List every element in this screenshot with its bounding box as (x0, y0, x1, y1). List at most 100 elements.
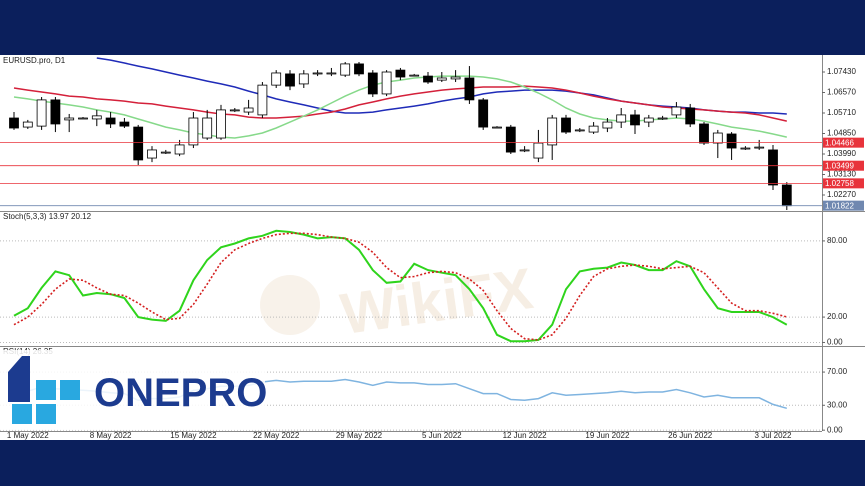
candle-body (188, 117, 199, 146)
x-tick-label: 29 May 2022 (336, 431, 383, 440)
x-tick-label: 19 Jun 2022 (585, 431, 630, 440)
candle-body (657, 117, 668, 120)
candle-body (768, 149, 778, 186)
candle-body (91, 115, 102, 120)
candle-body (133, 126, 144, 161)
candle-body (243, 107, 254, 113)
y-tick-label: 1.03990 (827, 149, 856, 158)
candle-body (561, 117, 571, 133)
logo-square (36, 404, 56, 424)
y-tick-label: 0.00 (827, 338, 843, 347)
candle-body (174, 144, 185, 155)
logo-mark (8, 356, 30, 402)
candle-body (588, 125, 599, 133)
x-tick-label: 1 May 2022 (7, 431, 49, 440)
y-tick-label: 1.03130 (827, 170, 856, 179)
watermark-icon (260, 275, 320, 335)
panel-title: EURUSD.pro, D1 (3, 56, 66, 65)
candle-body (285, 73, 295, 87)
level-label: 1.01822 (825, 201, 854, 210)
x-tick-label: 12 Jun 2022 (503, 431, 548, 440)
candle-body (602, 121, 613, 129)
candle-body (685, 107, 696, 125)
level-label-box (823, 200, 864, 211)
x-tick-label: 5 Jun 2022 (422, 431, 462, 440)
candle-body (326, 72, 337, 75)
candle-body (50, 99, 61, 125)
candle-body (574, 129, 585, 132)
y-tick-label: 1.05710 (827, 108, 856, 117)
series-line (13, 232, 788, 341)
candle-body (533, 142, 544, 159)
candle-body (160, 151, 171, 154)
y-tick-label: 30.00 (827, 400, 848, 409)
candle-body (298, 73, 309, 85)
candle-body (229, 109, 240, 112)
candle-body (726, 133, 737, 149)
y-tick-label: 70.00 (827, 367, 848, 376)
logo-square (36, 380, 56, 400)
level-label-box (823, 137, 864, 148)
candle-body (312, 72, 323, 75)
logo-square (60, 380, 80, 400)
level-label: 1.03499 (825, 161, 854, 170)
candle-body (22, 121, 33, 128)
candle-body (354, 63, 364, 75)
candle-body (271, 72, 282, 86)
y-tick-label: 1.04850 (827, 129, 856, 138)
candle-body (64, 117, 75, 121)
x-tick-label: 26 Jun 2022 (668, 431, 713, 440)
candle-body (9, 117, 19, 129)
candle-body (740, 147, 751, 150)
candle-body (519, 149, 530, 152)
candle-body (367, 72, 378, 95)
candle-body (643, 117, 654, 123)
candle-body (630, 114, 640, 126)
logo-text: ONEPRO (94, 371, 267, 415)
candle-body (216, 109, 226, 139)
candle-body (754, 146, 765, 149)
y-tick-label: 1.07430 (827, 67, 856, 76)
candle-body (340, 63, 351, 76)
candle-body (119, 121, 130, 127)
y-tick-label: 0.00 (827, 425, 843, 434)
series-line (13, 85, 787, 122)
candle-body (505, 126, 516, 153)
x-tick-label: 22 May 2022 (253, 431, 300, 440)
candle-body (547, 117, 558, 146)
x-tick-label: 8 May 2022 (90, 431, 132, 440)
candle-body (671, 106, 682, 116)
candle-body (436, 77, 447, 81)
candle-body (712, 132, 723, 144)
y-tick-label: 1.02270 (827, 190, 856, 199)
y-tick-label: 80.00 (827, 236, 848, 245)
candle-body (147, 149, 157, 159)
candle-body (36, 99, 47, 127)
level-label: 1.02758 (825, 179, 854, 188)
candle-body (478, 99, 489, 128)
logo-square (12, 404, 32, 424)
level-label-box (823, 160, 864, 171)
candle-body (395, 69, 406, 78)
candle-body (423, 75, 433, 83)
panel-title: Stoch(5,3,3) 13.97 20.12 (3, 212, 92, 221)
candle-body (257, 84, 268, 116)
series-line (13, 229, 788, 343)
candle-body (699, 123, 709, 144)
candle-body (409, 74, 420, 77)
candle-body (450, 76, 461, 80)
candle-body (492, 126, 502, 129)
candle-body (105, 117, 116, 125)
x-tick-label: 15 May 2022 (170, 431, 217, 440)
y-tick-label: 20.00 (827, 312, 848, 321)
x-tick-label: 3 Jul 2022 (755, 431, 792, 440)
candle-body (464, 77, 475, 101)
logo: ONEPRO (0, 350, 267, 430)
candle-body (616, 114, 627, 123)
candle-body (202, 117, 213, 139)
y-tick-label: 1.06570 (827, 88, 856, 97)
level-label: 1.04466 (825, 138, 854, 147)
level-label-box (823, 178, 864, 189)
